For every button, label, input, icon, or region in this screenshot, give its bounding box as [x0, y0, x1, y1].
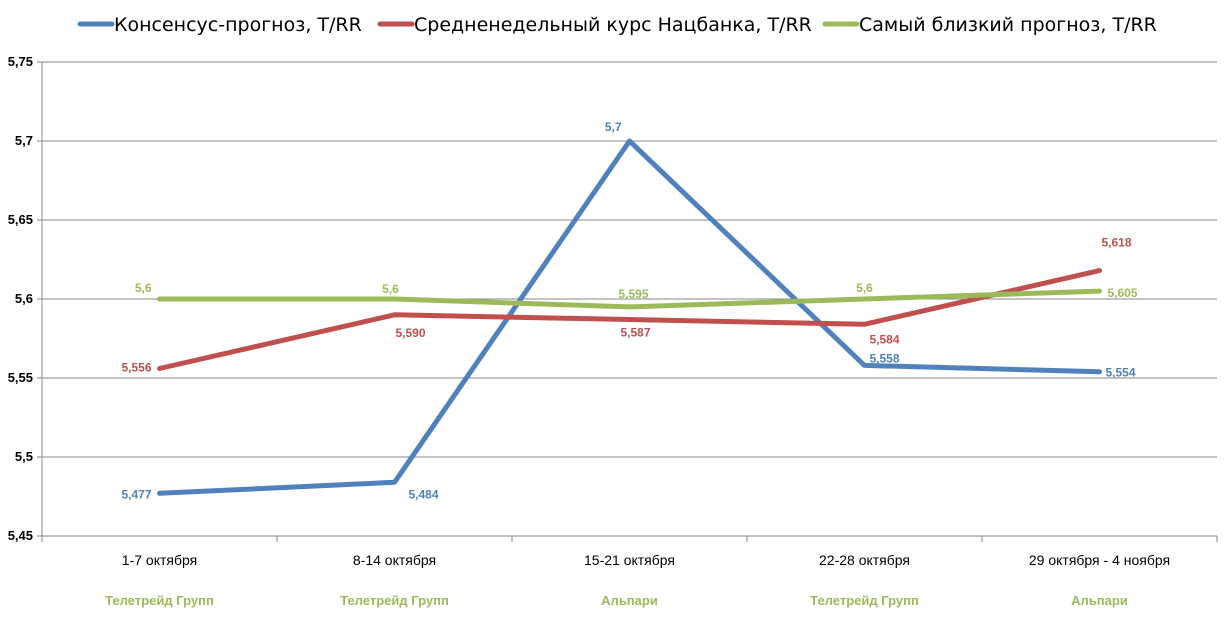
x-category-sublabel: Телетрейд Групп — [810, 593, 919, 608]
legend-entry-3: Самый близкий прогноз, Т/RR — [859, 14, 1157, 36]
x-category-label: 15-21 октября — [584, 552, 675, 568]
y-tick-label: 5,75 — [8, 54, 33, 69]
y-tick-label: 5,55 — [8, 370, 33, 385]
data-label: 5,6 — [135, 281, 152, 295]
gridlines — [42, 61, 1217, 458]
data-label: 5,7 — [605, 120, 622, 134]
data-label: 5,590 — [395, 326, 425, 340]
data-label: 5,477 — [121, 487, 151, 501]
y-tick-label: 5,5 — [15, 449, 33, 464]
data-label: 5,556 — [121, 361, 151, 375]
series-line-1 — [157, 138, 1102, 496]
axes — [37, 61, 1218, 542]
data-label: 5,484 — [409, 487, 439, 501]
data-label: 5,605 — [1108, 286, 1138, 300]
data-label: 5,6 — [856, 281, 873, 295]
y-tick-label: 5,65 — [8, 212, 33, 227]
data-label: 5,6 — [382, 282, 399, 296]
x-category-label: 8-14 октября — [353, 552, 436, 568]
series-line-2 — [157, 268, 1102, 371]
legend-entry-2: Средненедельный курс Нацбанка, Т/RR — [414, 14, 812, 36]
data-label: 5,587 — [620, 326, 650, 340]
data-label: 5,618 — [1102, 236, 1132, 250]
data-label: 5,584 — [869, 332, 899, 346]
y-tick-label: 5,7 — [15, 133, 33, 148]
legend: Консенсус-прогноз, Т/RR Средненедельный к… — [77, 14, 1157, 36]
x-category-sublabel: Альпари — [601, 593, 658, 608]
x-category-sublabel: Телетрейд Групп — [340, 593, 449, 608]
y-tick-label: 5,6 — [15, 291, 33, 306]
legend-entry-1: Консенсус-прогноз, Т/RR — [114, 14, 362, 36]
x-category-label: 1-7 октября — [122, 552, 197, 568]
x-category-label: 29 октября - 4 ноября — [1029, 552, 1170, 568]
data-label: 5,558 — [869, 351, 899, 365]
data-label: 5,595 — [618, 287, 648, 301]
x-axis-categories: 1-7 октября Телетрейд Групп 8-14 октября Те… — [105, 552, 1170, 608]
x-category-label: 22-28 октября — [819, 552, 910, 568]
y-axis-ticks: 5,45 5,5 5,55 5,6 5,65 5,7 5,75 — [8, 54, 33, 543]
x-category-sublabel: Телетрейд Групп — [105, 593, 214, 608]
series-line-3 — [157, 288, 1102, 310]
y-tick-label: 5,45 — [8, 528, 33, 543]
x-category-sublabel: Альпари — [1071, 593, 1128, 608]
data-label: 5,554 — [1106, 366, 1136, 380]
data-labels: 5,477 5,484 5,7 5,558 5,554 5,556 5,590 5,587 5,… — [121, 120, 1137, 501]
series-lines — [157, 138, 1102, 496]
